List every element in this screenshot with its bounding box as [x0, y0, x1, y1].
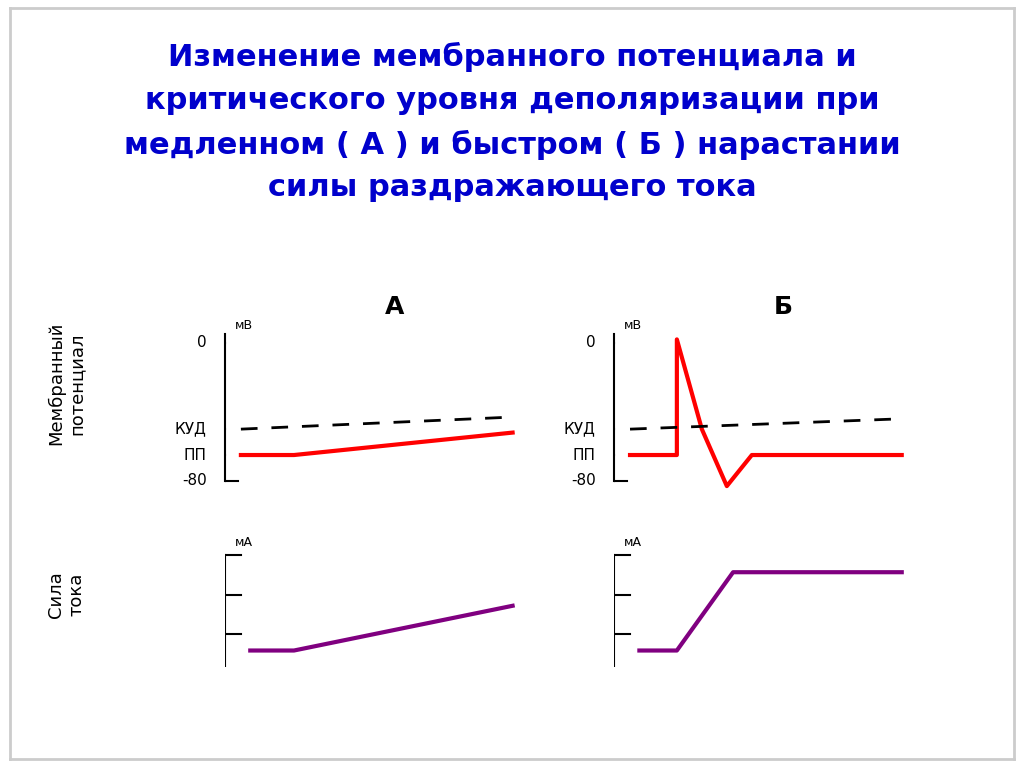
Text: мВ: мВ [624, 319, 642, 332]
Text: Изменение мембранного потенциала и
критического уровня деполяризации при
медленн: Изменение мембранного потенциала и крити… [124, 42, 900, 202]
Text: А: А [385, 295, 403, 319]
Text: 0: 0 [197, 335, 207, 351]
Text: Мембранный
потенциал: Мембранный потенциал [47, 322, 86, 445]
Text: мВ: мВ [234, 319, 253, 332]
Text: 0: 0 [586, 335, 596, 351]
Text: ПП: ПП [572, 447, 596, 463]
Text: -80: -80 [182, 473, 207, 489]
Text: мА: мА [624, 535, 642, 548]
Text: мА: мА [234, 535, 253, 548]
Text: Б: Б [774, 295, 793, 319]
Text: ПП: ПП [183, 447, 207, 463]
Text: КУД: КУД [175, 422, 207, 436]
Text: -80: -80 [571, 473, 596, 489]
Text: КУД: КУД [564, 422, 596, 436]
Text: Сила
тока: Сила тока [47, 571, 86, 617]
